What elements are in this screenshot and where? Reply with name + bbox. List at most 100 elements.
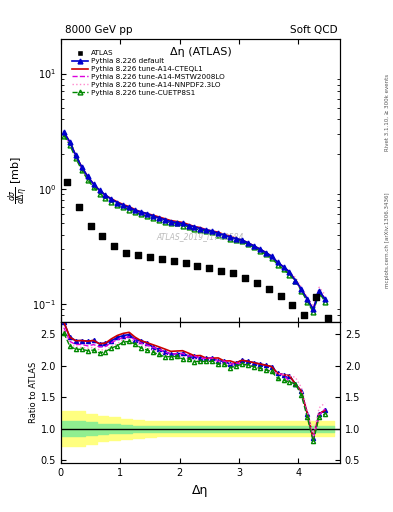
- Pythia 8.226 default: [68, 139, 72, 145]
- Pythia 8.226 tune-A14-MSTW2008LO: [127, 205, 132, 211]
- Pythia 8.226 tune-A14-NNPDF2.3LO: [91, 183, 96, 189]
- Pythia 8.226 tune-A14-MSTW2008LO: [103, 194, 108, 200]
- Pythia 8.226 tune-CUETP8S1: [139, 211, 143, 218]
- Pythia 8.226 tune-A14-NNPDF2.3LO: [263, 251, 268, 258]
- Y-axis label: $\frac{d\sigma}{d\Delta\eta}$ [mb]: $\frac{d\sigma}{d\Delta\eta}$ [mb]: [7, 157, 31, 204]
- Pythia 8.226 tune-A14-NNPDF2.3LO: [121, 204, 126, 210]
- Text: ATLAS_2019_I1762584: ATLAS_2019_I1762584: [157, 232, 244, 242]
- Pythia 8.226 tune-A14-NNPDF2.3LO: [210, 229, 215, 236]
- Pythia 8.226 tune-A14-MSTW2008LO: [269, 255, 274, 261]
- Line: Pythia 8.226 tune-CUETP8S1: Pythia 8.226 tune-CUETP8S1: [61, 133, 327, 314]
- Pythia 8.226 tune-A14-CTEQL1: [186, 221, 191, 227]
- Pythia 8.226 default: [103, 192, 108, 198]
- ATLAS: [301, 311, 307, 319]
- Pythia 8.226 default: [121, 202, 126, 208]
- Pythia 8.226 tune-CUETP8S1: [145, 213, 149, 219]
- Pythia 8.226 tune-A14-MSTW2008LO: [186, 223, 191, 229]
- Pythia 8.226 tune-CUETP8S1: [222, 233, 226, 239]
- Pythia 8.226 default: [252, 243, 256, 249]
- Pythia 8.226 tune-A14-MSTW2008LO: [115, 200, 120, 206]
- Pythia 8.226 tune-A14-NNPDF2.3LO: [103, 195, 108, 201]
- Pythia 8.226 tune-A14-CTEQL1: [115, 199, 120, 205]
- Pythia 8.226 tune-CUETP8S1: [257, 248, 262, 254]
- Pythia 8.226 tune-A14-MSTW2008LO: [222, 231, 226, 238]
- Pythia 8.226 tune-CUETP8S1: [252, 244, 256, 250]
- Pythia 8.226 tune-A14-CTEQL1: [162, 216, 167, 222]
- Pythia 8.226 tune-A14-CTEQL1: [79, 164, 84, 170]
- Pythia 8.226 tune-A14-NNPDF2.3LO: [73, 155, 78, 161]
- Pythia 8.226 tune-CUETP8S1: [317, 290, 321, 296]
- Pythia 8.226 tune-A14-MSTW2008LO: [204, 227, 209, 233]
- Pythia 8.226 default: [115, 200, 120, 206]
- Pythia 8.226 default: [133, 207, 138, 214]
- Pythia 8.226 tune-CUETP8S1: [85, 177, 90, 183]
- ATLAS: [111, 242, 118, 250]
- Pythia 8.226 default: [210, 228, 215, 234]
- Pythia 8.226 tune-CUETP8S1: [151, 215, 155, 221]
- Line: Pythia 8.226 tune-A14-CTEQL1: Pythia 8.226 tune-A14-CTEQL1: [64, 132, 325, 309]
- Pythia 8.226 tune-A14-CTEQL1: [68, 139, 72, 145]
- Pythia 8.226 default: [97, 187, 102, 194]
- Pythia 8.226 tune-A14-MSTW2008LO: [293, 278, 298, 284]
- Pythia 8.226 default: [139, 209, 143, 215]
- ATLAS: [218, 267, 224, 275]
- ATLAS: [99, 232, 106, 240]
- Pythia 8.226 tune-CUETP8S1: [192, 226, 197, 232]
- Pythia 8.226 tune-CUETP8S1: [210, 229, 215, 236]
- Pythia 8.226 tune-A14-NNPDF2.3LO: [62, 132, 66, 138]
- Pythia 8.226 tune-A14-MSTW2008LO: [216, 230, 220, 237]
- Pythia 8.226 tune-CUETP8S1: [79, 167, 84, 173]
- Pythia 8.226 tune-A14-MSTW2008LO: [228, 234, 233, 240]
- Pythia 8.226 tune-A14-CTEQL1: [216, 229, 220, 236]
- Pythia 8.226 tune-A14-NNPDF2.3LO: [257, 248, 262, 254]
- Pythia 8.226 tune-A14-MSTW2008LO: [252, 244, 256, 250]
- Pythia 8.226 tune-A14-MSTW2008LO: [85, 175, 90, 181]
- Pythia 8.226 tune-A14-NNPDF2.3LO: [79, 166, 84, 172]
- Pythia 8.226 tune-CUETP8S1: [228, 236, 233, 242]
- Pythia 8.226 tune-A14-CTEQL1: [311, 306, 316, 312]
- Pythia 8.226 tune-CUETP8S1: [305, 298, 310, 305]
- Pythia 8.226 tune-CUETP8S1: [180, 223, 185, 229]
- Pythia 8.226 default: [145, 210, 149, 217]
- ATLAS: [242, 274, 248, 282]
- Pythia 8.226 tune-A14-MSTW2008LO: [62, 131, 66, 137]
- Pythia 8.226 tune-CUETP8S1: [240, 238, 244, 244]
- Pythia 8.226 tune-A14-MSTW2008LO: [109, 197, 114, 203]
- Pythia 8.226 tune-A14-NNPDF2.3LO: [317, 284, 321, 290]
- Pythia 8.226 tune-A14-MSTW2008LO: [68, 140, 72, 146]
- Pythia 8.226 tune-A14-CTEQL1: [222, 231, 226, 238]
- Pythia 8.226 tune-A14-CTEQL1: [263, 249, 268, 255]
- Legend: ATLAS, Pythia 8.226 default, Pythia 8.226 tune-A14-CTEQL1, Pythia 8.226 tune-A14: ATLAS, Pythia 8.226 default, Pythia 8.22…: [70, 48, 227, 98]
- Pythia 8.226 tune-A14-CTEQL1: [168, 218, 173, 224]
- Pythia 8.226 default: [240, 237, 244, 243]
- ATLAS: [64, 178, 70, 186]
- Pythia 8.226 tune-CUETP8S1: [121, 204, 126, 210]
- Pythia 8.226 tune-A14-CTEQL1: [103, 192, 108, 198]
- Pythia 8.226 tune-A14-CTEQL1: [180, 220, 185, 226]
- Pythia 8.226 tune-A14-CTEQL1: [234, 236, 239, 242]
- Pythia 8.226 tune-CUETP8S1: [263, 251, 268, 258]
- Pythia 8.226 tune-A14-CTEQL1: [323, 296, 327, 302]
- Pythia 8.226 tune-A14-NNPDF2.3LO: [228, 234, 233, 240]
- Text: 8000 GeV pp: 8000 GeV pp: [65, 25, 132, 35]
- Pythia 8.226 tune-A14-NNPDF2.3LO: [127, 206, 132, 212]
- Pythia 8.226 tune-A14-CTEQL1: [240, 237, 244, 243]
- Pythia 8.226 default: [174, 220, 179, 226]
- Pythia 8.226 default: [109, 196, 114, 202]
- Pythia 8.226 tune-A14-MSTW2008LO: [234, 236, 239, 242]
- Pythia 8.226 default: [311, 306, 316, 312]
- Pythia 8.226 tune-CUETP8S1: [299, 288, 304, 294]
- Pythia 8.226 default: [62, 129, 66, 135]
- Pythia 8.226 tune-CUETP8S1: [91, 184, 96, 190]
- Pythia 8.226 tune-A14-NNPDF2.3LO: [115, 202, 120, 208]
- Pythia 8.226 tune-A14-NNPDF2.3LO: [252, 244, 256, 250]
- Pythia 8.226 tune-A14-NNPDF2.3LO: [204, 228, 209, 234]
- Pythia 8.226 default: [299, 286, 304, 292]
- Pythia 8.226 tune-A14-NNPDF2.3LO: [234, 237, 239, 243]
- Pythia 8.226 default: [257, 246, 262, 252]
- Pythia 8.226 tune-A14-NNPDF2.3LO: [109, 198, 114, 204]
- Pythia 8.226 tune-A14-MSTW2008LO: [151, 213, 155, 219]
- Pythia 8.226 tune-A14-NNPDF2.3LO: [151, 214, 155, 220]
- Pythia 8.226 tune-A14-NNPDF2.3LO: [145, 212, 149, 218]
- Pythia 8.226 tune-A14-CTEQL1: [174, 219, 179, 225]
